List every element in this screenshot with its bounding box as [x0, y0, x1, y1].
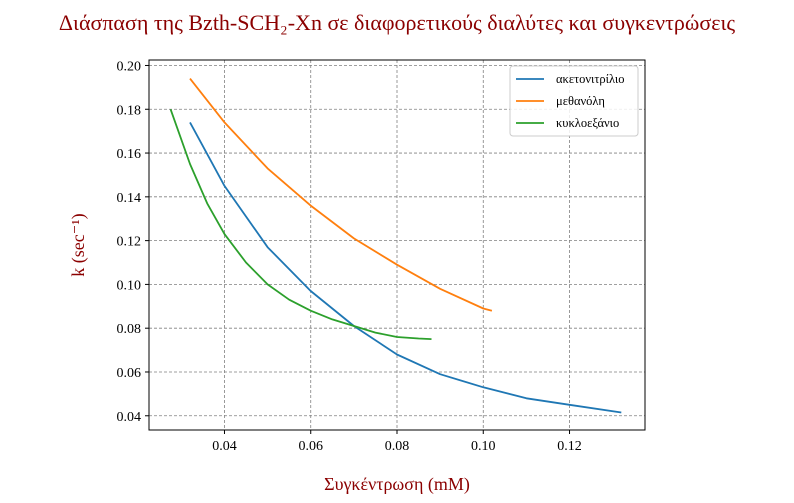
legend-box — [509, 65, 639, 137]
y-tick-label: 0.08 — [117, 322, 142, 337]
x-tick-label: 0.10 — [471, 439, 496, 454]
axis-ticks: 0.04 0.06 0.08 0.10 0.12 0.04 0.06 0.08 0.10 0.12… — [117, 59, 582, 454]
y-tick-label: 0.04 — [117, 410, 142, 425]
series-line-2 — [189, 78, 493, 312]
y-tick-label: 0.18 — [117, 103, 142, 118]
y-axis-label: k (sec⁻¹) — [68, 213, 89, 276]
y-tick-label: 0.06 — [117, 366, 142, 381]
y-tick-label: 0.14 — [117, 191, 142, 206]
y-tick-label: 0.20 — [117, 59, 142, 74]
series-line-1 — [189, 121, 622, 414]
x-tick-label: 0.08 — [385, 439, 410, 454]
y-tick-label: 0.10 — [117, 278, 142, 293]
legend-label: κυκλοεξάνιο — [556, 116, 619, 130]
x-tick-label: 0.12 — [557, 439, 582, 454]
legend-label: μεθανόλη — [556, 94, 605, 108]
x-tick-label: 0.06 — [298, 439, 323, 454]
chart-title: Διάσπαση της Bzth-SCH₂-Xn σε διαφορετικο… — [59, 10, 736, 35]
legend: ακετονιτρίλιο μεθανόλη κυκλοεξάνιο — [509, 65, 639, 137]
series-line-3 — [169, 108, 432, 340]
grid — [149, 60, 645, 430]
y-tick-label: 0.16 — [117, 147, 142, 162]
legend-label: ακετονιτρίλιο — [556, 72, 625, 86]
y-tick-label: 0.12 — [117, 235, 142, 250]
x-tick-label: 0.04 — [212, 439, 237, 454]
x-axis-label: Συγκέντρωση (mM) — [324, 474, 470, 495]
series-lines — [169, 78, 622, 414]
